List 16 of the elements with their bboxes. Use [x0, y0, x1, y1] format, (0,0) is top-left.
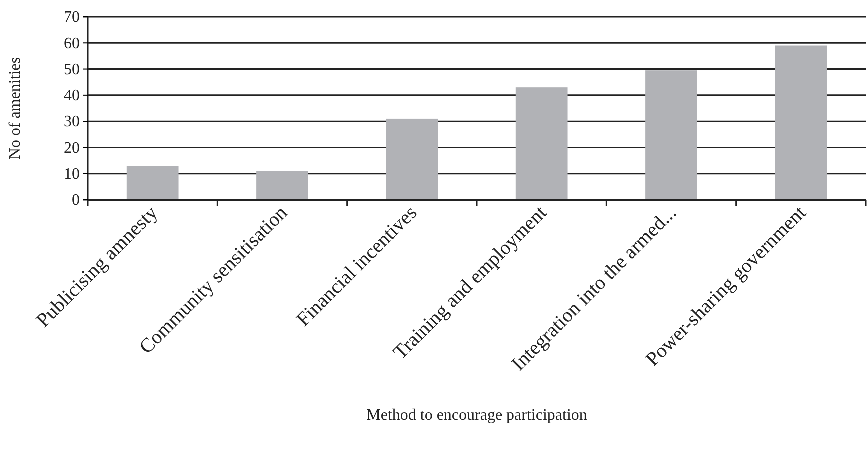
y-tick-label: 30 — [64, 114, 80, 131]
bar — [516, 88, 568, 200]
bar — [646, 70, 698, 200]
x-axis-title: Method to encourage participation — [366, 407, 588, 424]
bar — [126, 166, 179, 200]
bar — [775, 46, 828, 200]
bar — [256, 171, 308, 200]
y-tick-label: 10 — [64, 166, 80, 183]
y-tick-label: 60 — [64, 35, 80, 52]
y-tick-label: 50 — [64, 61, 80, 78]
y-tick-label: 0 — [72, 192, 80, 210]
y-tick-label: 40 — [64, 88, 80, 105]
bar — [386, 118, 438, 200]
y-tick-label: 70 — [64, 9, 80, 26]
y-axis-title: No of amenities — [7, 57, 24, 160]
y-tick-label: 20 — [64, 140, 80, 157]
